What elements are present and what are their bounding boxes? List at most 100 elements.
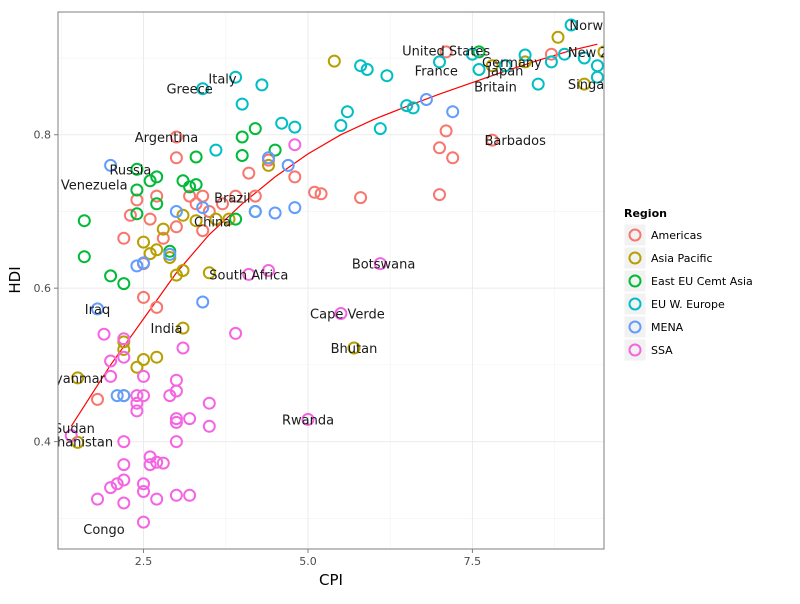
country-label: Italy bbox=[208, 73, 237, 88]
point-ssa bbox=[169, 415, 183, 429]
panel-background bbox=[58, 12, 604, 549]
point-americas bbox=[216, 197, 229, 211]
point-mena bbox=[262, 151, 275, 165]
point-asia-pacific bbox=[176, 208, 190, 222]
point-americas bbox=[169, 130, 183, 144]
point-ssa bbox=[117, 473, 131, 487]
point-eu-w-europe bbox=[255, 78, 269, 92]
point-ssa bbox=[301, 412, 315, 426]
point-americas bbox=[150, 189, 164, 203]
x-tick-label: 5.0 bbox=[299, 555, 317, 568]
point-ssa bbox=[176, 341, 190, 355]
point-asia-pacific bbox=[347, 341, 361, 355]
x-tick-label: 7.5 bbox=[464, 555, 482, 568]
point-east-eu-cemt-asia bbox=[150, 197, 164, 211]
legend: Region Americas Asia Pacific East EU Cemt … bbox=[623, 207, 753, 362]
point-mena bbox=[196, 201, 210, 215]
point-east-eu-cemt-asia bbox=[77, 214, 91, 228]
major-gridlines bbox=[58, 12, 604, 549]
country-label: South Africa bbox=[209, 268, 288, 283]
country-label: Botswana bbox=[352, 258, 416, 273]
point-americas bbox=[544, 47, 558, 61]
point-americas bbox=[183, 189, 197, 203]
point-asia-pacific bbox=[143, 247, 157, 261]
point-americas bbox=[248, 189, 262, 203]
country-label: Iraq bbox=[85, 303, 110, 318]
country-label: Germany bbox=[482, 56, 542, 71]
point-americas bbox=[439, 124, 453, 138]
point-eu-w-europe bbox=[196, 82, 210, 96]
point-asia-pacific bbox=[156, 222, 170, 236]
point-asia-pacific bbox=[176, 264, 190, 277]
legend-key bbox=[623, 292, 647, 316]
point-east-eu-cemt-asia bbox=[77, 250, 91, 264]
legend-label: SSA bbox=[651, 344, 673, 357]
point-americas bbox=[189, 197, 203, 211]
point-eu-w-europe bbox=[544, 55, 558, 69]
point-americas bbox=[202, 205, 216, 218]
point-eu-w-europe bbox=[433, 55, 446, 69]
point-americas bbox=[130, 193, 144, 207]
point-asia-pacific bbox=[202, 266, 216, 280]
point-eu-w-europe bbox=[577, 51, 591, 65]
point-mena bbox=[130, 259, 144, 273]
point-eu-w-europe bbox=[564, 18, 578, 32]
point-ssa bbox=[143, 458, 157, 472]
point-americas bbox=[123, 208, 137, 222]
point-mena bbox=[91, 302, 104, 316]
point-asia-pacific bbox=[209, 212, 223, 226]
point-ssa bbox=[334, 307, 348, 320]
point-eu-w-europe bbox=[558, 47, 571, 61]
legend-marker bbox=[628, 251, 642, 265]
point-eu-w-europe bbox=[400, 99, 414, 113]
legend-marker bbox=[628, 274, 642, 288]
point-east-eu-cemt-asia bbox=[229, 212, 243, 226]
legend-title: Region bbox=[624, 207, 667, 220]
point-east-eu-cemt-asia bbox=[268, 143, 282, 157]
point-eu-w-europe bbox=[354, 59, 368, 73]
point-ssa bbox=[137, 389, 150, 403]
point-mena bbox=[117, 389, 131, 403]
point-east-eu-cemt-asia bbox=[130, 207, 144, 221]
point-asia-pacific bbox=[551, 30, 565, 44]
point-east-eu-cemt-asia bbox=[235, 130, 249, 144]
point-eu-w-europe bbox=[360, 63, 374, 76]
point-ssa bbox=[117, 332, 131, 346]
country-label: Greece bbox=[166, 83, 212, 98]
point-ssa bbox=[373, 257, 387, 271]
point-east-eu-cemt-asia bbox=[189, 150, 203, 164]
point-ssa bbox=[150, 455, 164, 469]
point-eu-w-europe bbox=[590, 70, 604, 84]
point-ssa bbox=[229, 326, 243, 340]
point-asia-pacific bbox=[71, 371, 85, 385]
point-mena bbox=[281, 158, 295, 172]
point-asia-pacific bbox=[71, 435, 85, 449]
point-mena bbox=[419, 93, 433, 106]
point-americas bbox=[354, 191, 368, 205]
country-label: Bhutan bbox=[331, 342, 378, 357]
point-ssa bbox=[150, 492, 164, 506]
point-asia-pacific bbox=[518, 55, 532, 69]
point-ssa bbox=[117, 496, 131, 510]
point-eu-w-europe bbox=[275, 116, 289, 130]
point-ssa bbox=[202, 396, 216, 410]
point-east-eu-cemt-asia bbox=[150, 170, 164, 184]
legend-key bbox=[623, 269, 647, 293]
country-label: New Zealand bbox=[568, 46, 653, 61]
data-points bbox=[64, 18, 604, 529]
legend-marker bbox=[628, 343, 642, 357]
point-ssa bbox=[242, 267, 256, 281]
legend-marker bbox=[628, 228, 642, 242]
legend-marker bbox=[628, 320, 642, 334]
country-label: India bbox=[151, 322, 183, 337]
country-label: Myanmar bbox=[44, 372, 106, 387]
point-americas bbox=[117, 231, 131, 245]
point-ssa bbox=[117, 435, 131, 449]
point-mena bbox=[196, 295, 210, 309]
trend-line bbox=[70, 43, 598, 427]
point-east-eu-cemt-asia bbox=[248, 122, 262, 136]
point-ssa bbox=[97, 327, 111, 341]
point-americas bbox=[308, 185, 322, 199]
